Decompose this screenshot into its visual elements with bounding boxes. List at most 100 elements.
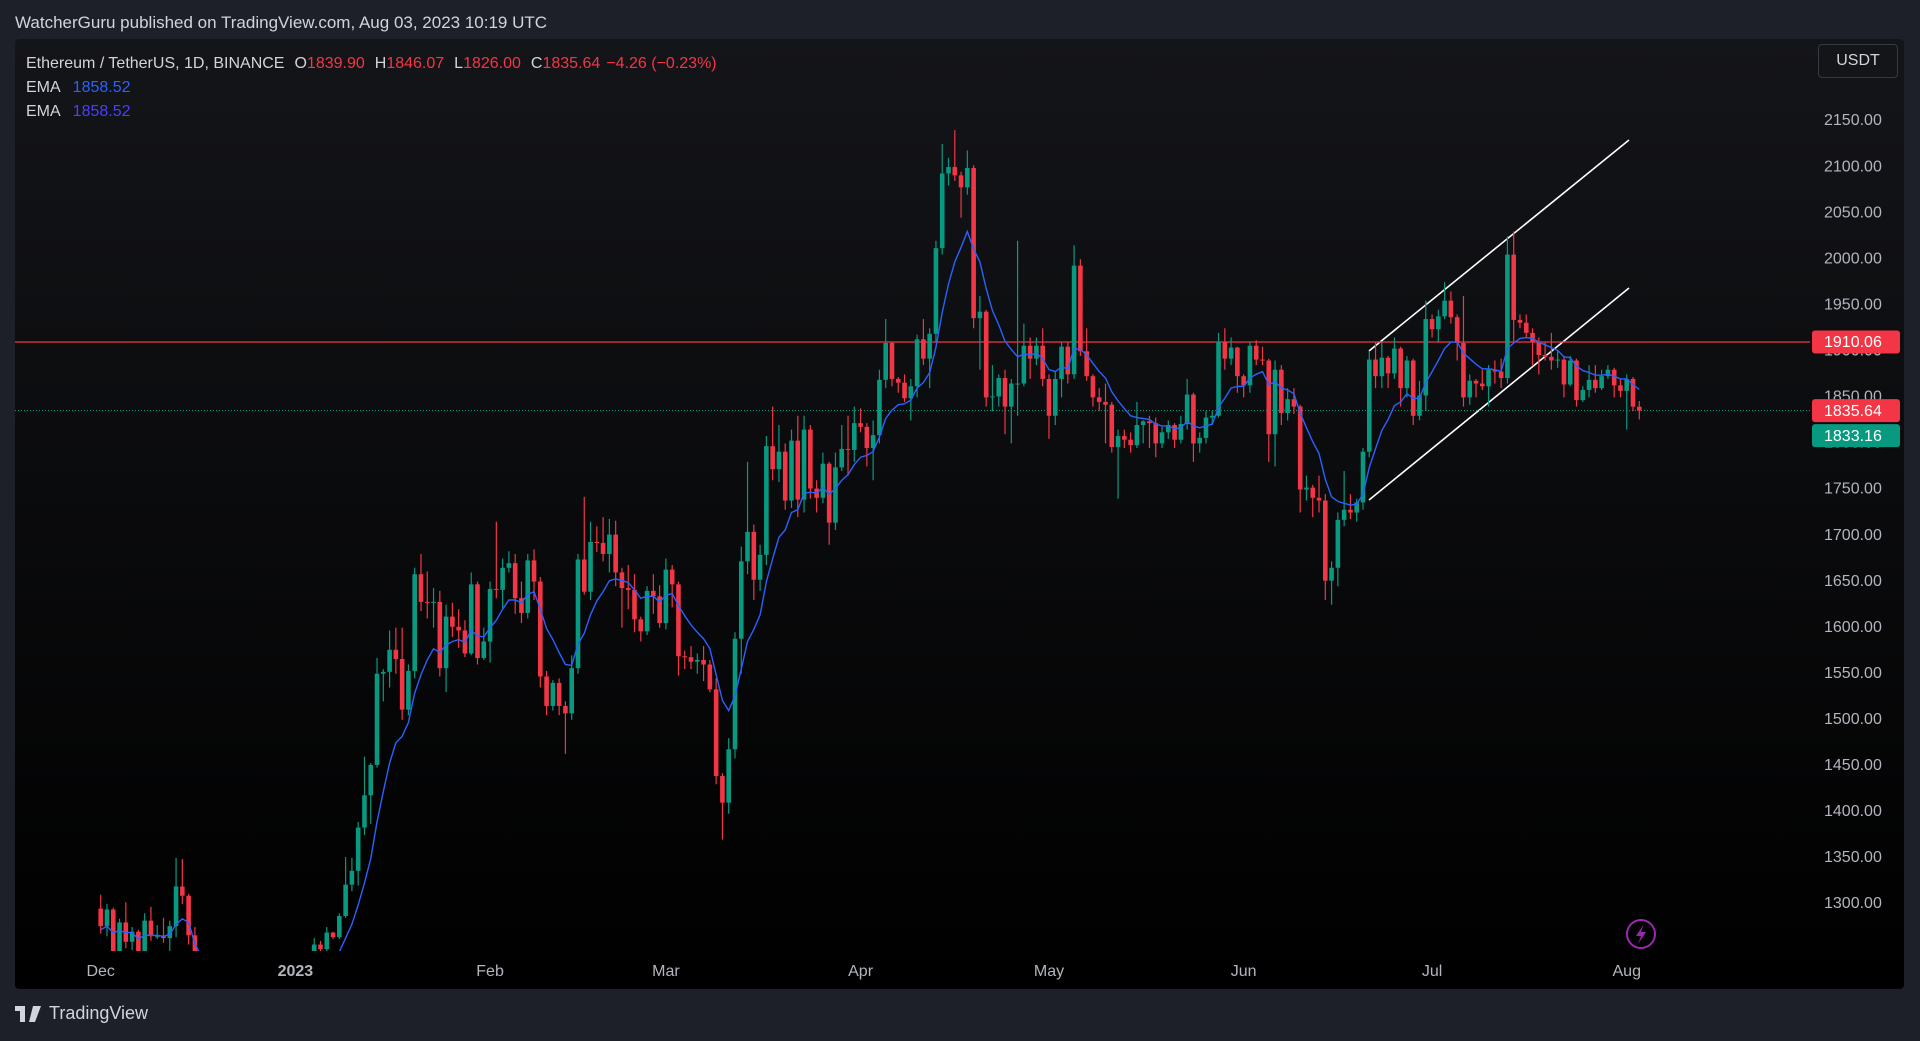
indicator-value: 1858.52 <box>72 103 131 120</box>
candle-body <box>625 588 631 590</box>
candle-body <box>977 311 983 319</box>
trend-channel-lower <box>1368 287 1630 501</box>
candle-body <box>965 167 970 188</box>
candle-body <box>1549 356 1554 361</box>
candle-body <box>782 451 788 501</box>
x-tick-label: Feb <box>476 963 504 980</box>
candle-body <box>575 559 581 669</box>
candle-body <box>1084 351 1089 377</box>
candle-body <box>889 343 895 379</box>
y-tick-label: 1950.00 <box>1824 296 1882 313</box>
candle-body <box>355 827 361 871</box>
candle-body <box>1197 437 1202 444</box>
indicator-name: EMA <box>26 79 61 96</box>
x-tick-label: Apr <box>848 963 874 980</box>
candle-body <box>1065 346 1071 375</box>
candle-body <box>1624 378 1630 391</box>
candle-body <box>1436 316 1441 330</box>
candle-body <box>1498 371 1504 379</box>
candle-body <box>1373 359 1378 377</box>
candle-body <box>512 563 518 599</box>
candle-body <box>908 386 914 399</box>
candle-body <box>1511 254 1516 320</box>
candle-body <box>243 978 248 979</box>
candle-body <box>1209 415 1215 418</box>
price-tag-label: 1833.16 <box>1824 428 1882 445</box>
candle-body <box>1454 317 1460 343</box>
candle-body <box>1323 500 1328 581</box>
candle-body <box>1517 319 1523 323</box>
candle-body <box>1159 432 1165 444</box>
candle-body <box>368 764 374 796</box>
candle-body <box>1103 401 1108 405</box>
candle-body <box>262 972 267 986</box>
legend-row: Ethereum / TetherUS, 1D, BINANCE O1839.9… <box>26 52 717 76</box>
candle-body <box>1071 265 1077 375</box>
change: −4.26 (−0.23%) <box>606 55 717 72</box>
candle-body <box>1637 406 1642 411</box>
candle-body <box>563 705 568 714</box>
brand: TradingView <box>49 1003 149 1023</box>
candle-body <box>1448 300 1454 318</box>
candle-body <box>237 979 242 980</box>
candle-body <box>1247 345 1253 386</box>
price-tag-label: 1910.06 <box>1824 334 1882 351</box>
candle-body <box>1021 345 1027 384</box>
candle-body <box>1216 342 1221 416</box>
currency-button[interactable]: USDT <box>1818 44 1898 78</box>
candle-body <box>550 682 556 706</box>
candle-body <box>1392 348 1397 374</box>
candle-body <box>1291 399 1297 407</box>
candle-body <box>1316 497 1322 501</box>
candle-body <box>1523 322 1529 333</box>
candle-body <box>1002 378 1008 407</box>
candle-body <box>475 584 480 659</box>
candle-body <box>1279 369 1284 414</box>
replay-icon[interactable] <box>1626 919 1656 949</box>
candle-body <box>1492 369 1498 372</box>
candle-body <box>494 588 499 590</box>
candle-body <box>180 886 185 896</box>
candle-body <box>1366 359 1372 452</box>
candle-body <box>173 886 179 927</box>
candle-body <box>914 339 920 387</box>
candle-body <box>801 429 807 500</box>
candle-body <box>531 560 537 582</box>
candle-body <box>205 1008 210 1009</box>
candle-body <box>468 584 474 654</box>
candle-body <box>311 944 317 951</box>
candle-body <box>1423 319 1429 396</box>
axes: 1300.00 1350.00 1400.00 1450.00 1500.00 1550.… <box>86 112 1900 980</box>
candle-body <box>1310 487 1316 498</box>
x-tick-label: Mar <box>652 963 680 980</box>
candle-body <box>110 909 116 951</box>
candle-body <box>1335 519 1341 568</box>
candle-body <box>98 908 103 927</box>
candle-body <box>607 534 612 554</box>
y-tick-label: 1550.00 <box>1824 665 1882 682</box>
candle-body <box>330 932 336 938</box>
symbol: Ethereum / TetherUS, 1D, BINANCE <box>26 55 285 72</box>
candle-body <box>525 560 531 613</box>
candle-body <box>864 426 870 449</box>
candle-body <box>588 541 593 592</box>
candle-body <box>933 248 939 334</box>
ohlc-field: C1835.64 <box>527 52 600 76</box>
candle-body <box>1561 359 1567 385</box>
candle-body <box>199 1009 204 1027</box>
candle-body <box>983 311 989 398</box>
candle-body <box>958 175 964 188</box>
ohlc-field: L1826.00 <box>450 52 521 76</box>
candle-body <box>1034 345 1039 359</box>
publisher-note: WatcherGuru published on TradingView.com… <box>15 13 548 32</box>
candle-body <box>1461 343 1466 398</box>
candle-body <box>1241 376 1246 386</box>
y-tick-label: 2100.00 <box>1824 158 1882 175</box>
candle-body <box>456 626 461 631</box>
y-tick-label: 1350.00 <box>1824 849 1882 866</box>
candle-body <box>1555 359 1560 361</box>
candle-body <box>632 589 637 620</box>
candle-body <box>418 574 424 602</box>
candle-body <box>1530 332 1535 343</box>
candle-body <box>858 423 863 427</box>
